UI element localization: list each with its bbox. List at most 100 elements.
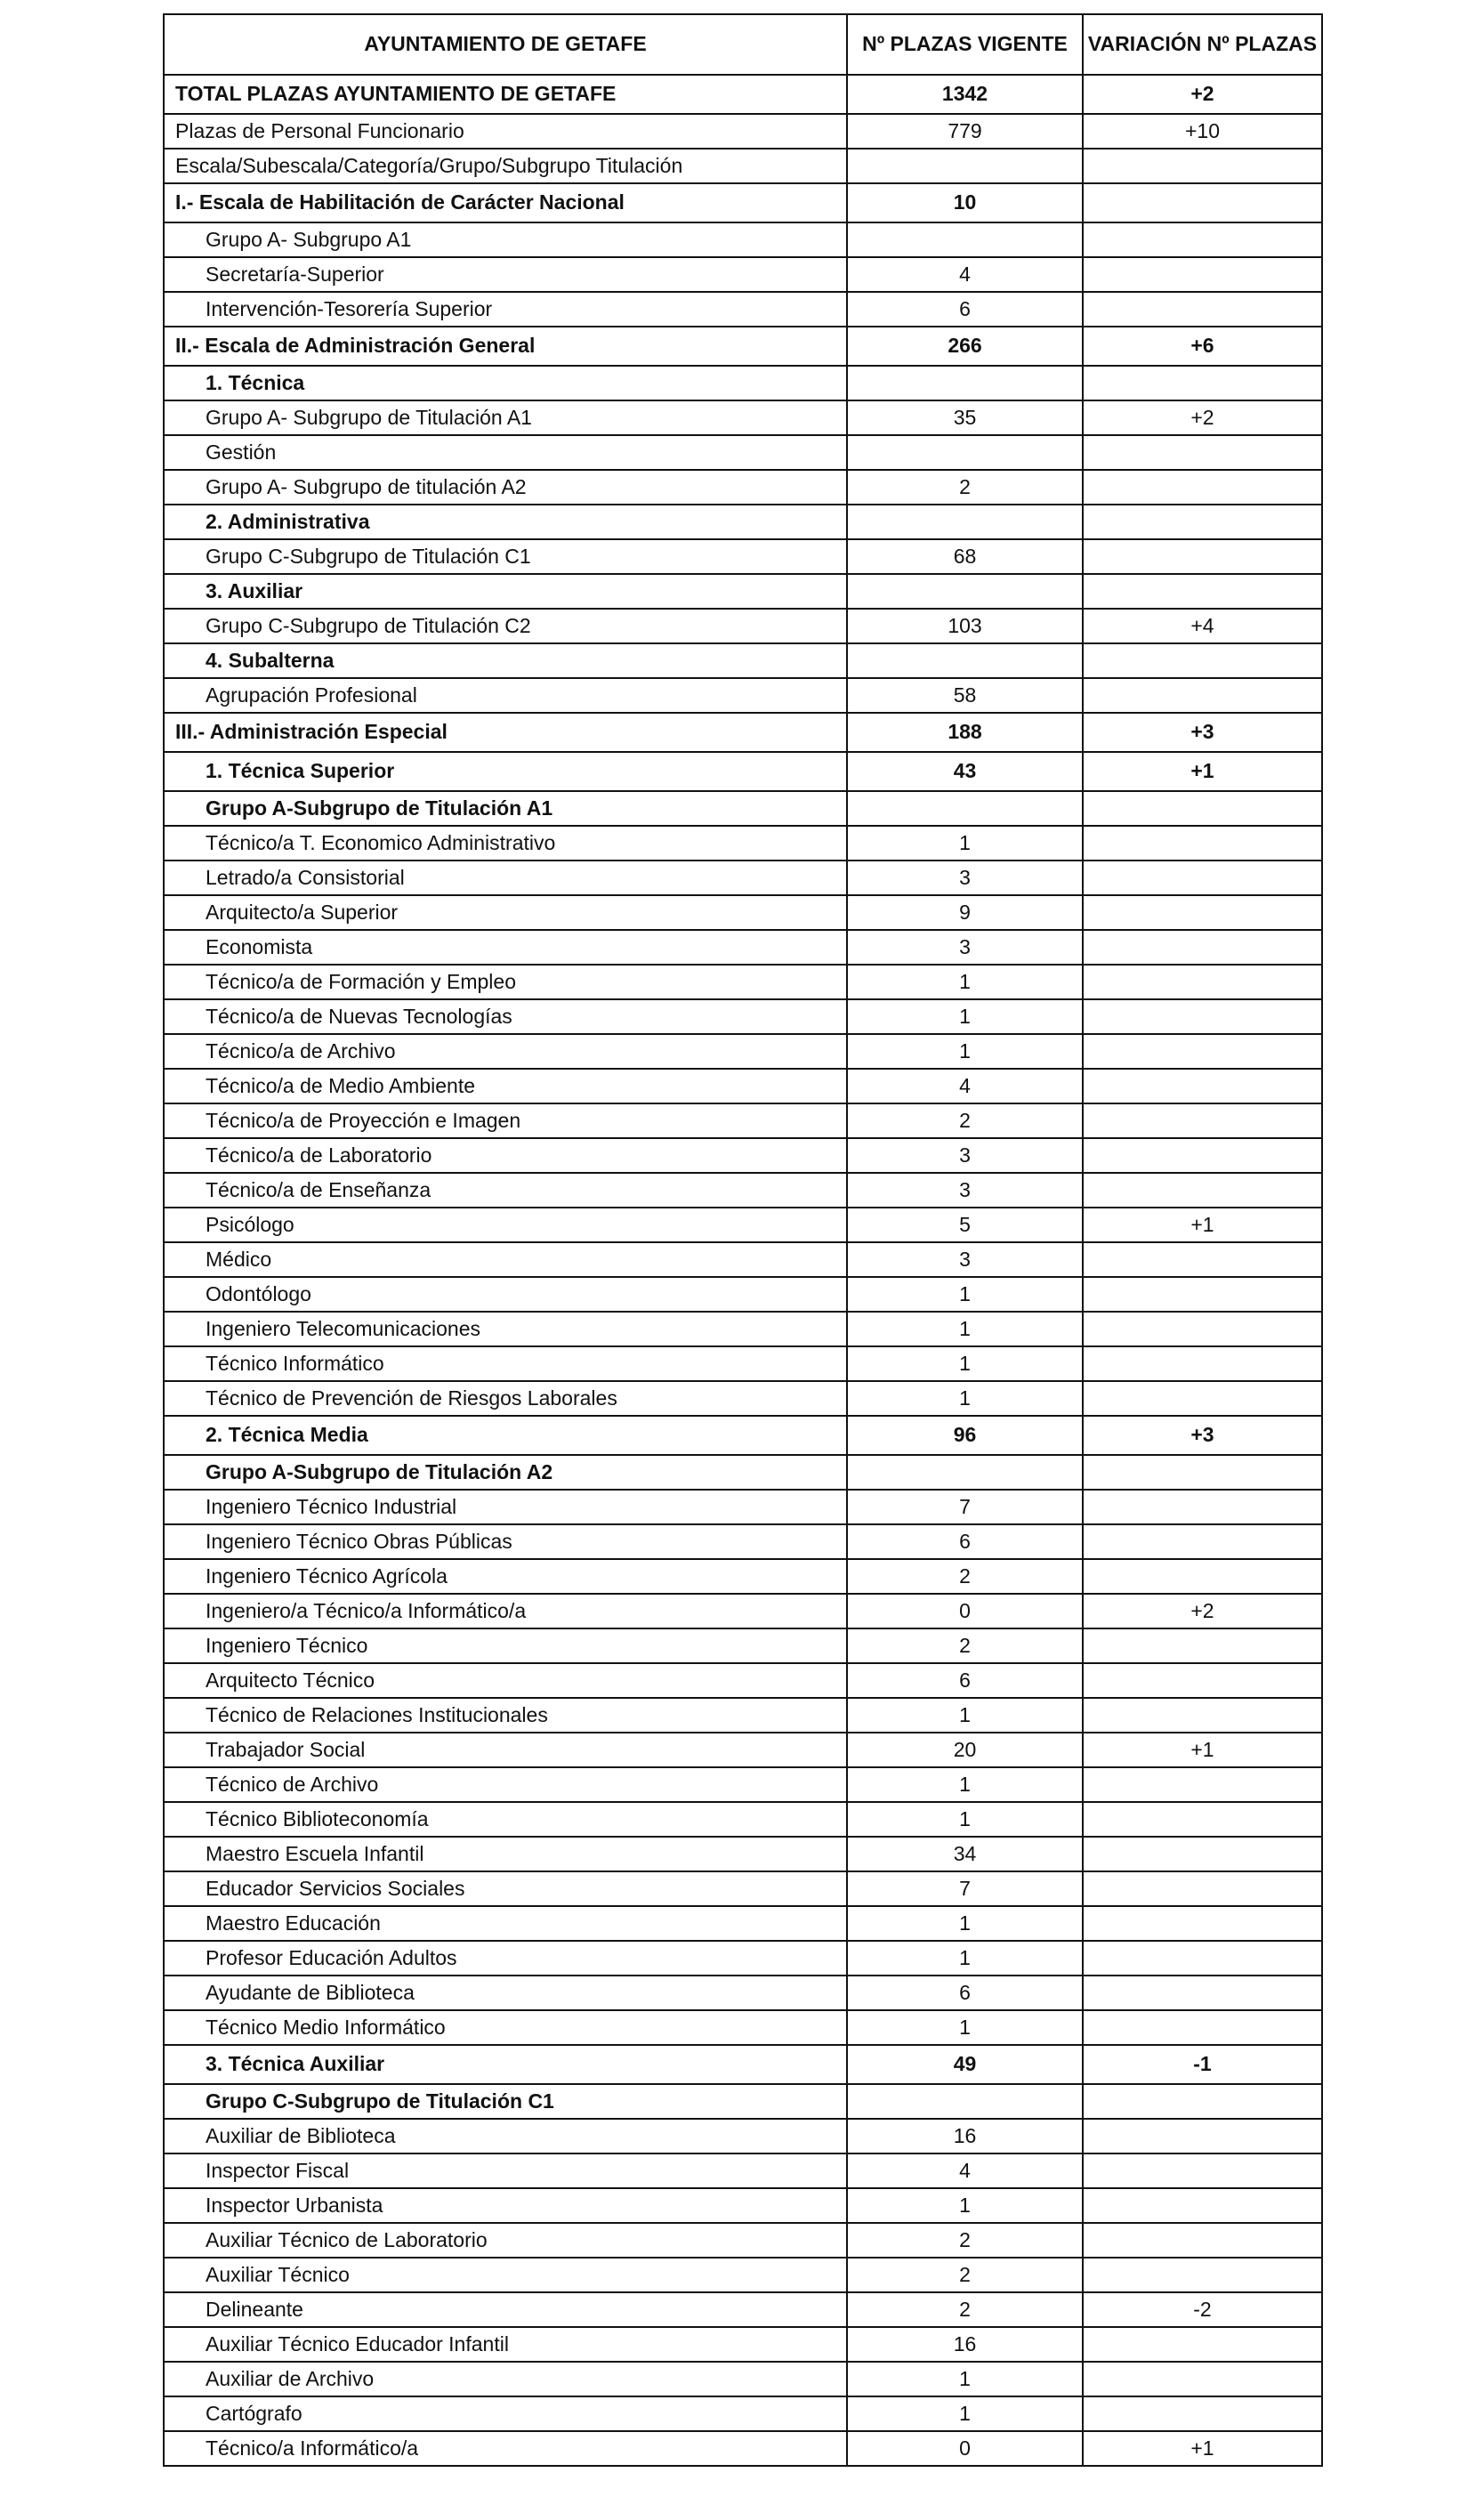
row-plazas: 1 <box>846 1380 1084 1417</box>
row-plazas <box>846 434 1084 471</box>
table-row: 2. Administrativa <box>163 504 1323 540</box>
row-plazas <box>846 365 1084 401</box>
row-variacion <box>1082 2153 1323 2189</box>
row-plazas: 10 <box>846 182 1084 223</box>
row-plazas <box>846 222 1084 258</box>
row-plazas: 49 <box>846 2044 1084 2085</box>
row-label: Ingeniero Técnico <box>163 1628 848 1664</box>
row-plazas: 9 <box>846 894 1084 931</box>
row-plazas: 4 <box>846 2153 1084 2189</box>
table-header-row: AYUNTAMIENTO DE GETAFE Nº PLAZAS VIGENTE… <box>163 13 1323 76</box>
table-row: Ingeniero Telecomunicaciones 1 <box>163 1311 1323 1347</box>
header-plazas-vigente: Nº PLAZAS VIGENTE <box>846 13 1084 76</box>
table-row: Ingeniero Técnico 2 <box>163 1628 1323 1664</box>
table-row: Escala/Subescala/Categoría/Grupo/Subgrup… <box>163 148 1323 184</box>
row-variacion <box>1082 1766 1323 1803</box>
row-label: Inspector Urbanista <box>163 2187 848 2224</box>
table-row: Técnico/a de Formación y Empleo 1 <box>163 964 1323 1000</box>
row-plazas <box>846 1454 1084 1491</box>
table-row: Secretaría-Superior 4 <box>163 256 1323 293</box>
row-plazas: 43 <box>846 751 1084 792</box>
row-label: Arquitecto Técnico <box>163 1662 848 1699</box>
row-variacion <box>1082 469 1323 505</box>
table-row: Trabajador Social 20 +1 <box>163 1732 1323 1768</box>
row-plazas: 4 <box>846 256 1084 293</box>
row-variacion <box>1082 2257 1323 2293</box>
table-row: Grupo C-Subgrupo de Titulación C1 <box>163 2083 1323 2120</box>
table-row: Auxiliar de Biblioteca 16 <box>163 2118 1323 2154</box>
row-variacion <box>1082 1345 1323 1382</box>
row-label: 2. Administrativa <box>163 504 848 540</box>
row-label: Técnico Informático <box>163 1345 848 1382</box>
row-variacion <box>1082 1311 1323 1347</box>
row-label: Secretaría-Superior <box>163 256 848 293</box>
row-plazas: 68 <box>846 538 1084 575</box>
table-row: Inspector Fiscal 4 <box>163 2153 1323 2189</box>
table-row: Técnico/a de Nuevas Tecnologías 1 <box>163 998 1323 1035</box>
row-variacion <box>1082 2187 1323 2224</box>
row-variacion: +1 <box>1082 1207 1323 1243</box>
row-plazas <box>846 573 1084 610</box>
row-label: Ingeniero/a Técnico/a Informático/a <box>163 1593 848 1629</box>
row-variacion <box>1082 1628 1323 1664</box>
row-variacion: +4 <box>1082 608 1323 644</box>
row-plazas: 2 <box>846 2257 1084 2293</box>
row-variacion <box>1082 1172 1323 1208</box>
row-label: Odontólogo <box>163 1276 848 1313</box>
row-label: Plazas de Personal Funcionario <box>163 113 848 149</box>
row-plazas: 2 <box>846 469 1084 505</box>
row-plazas: 6 <box>846 291 1084 327</box>
row-plazas: 2 <box>846 1558 1084 1595</box>
table-row: Arquitecto/a Superior 9 <box>163 894 1323 931</box>
row-variacion <box>1082 1905 1323 1942</box>
table-row: Grupo A- Subgrupo A1 <box>163 222 1323 258</box>
row-variacion <box>1082 1489 1323 1525</box>
row-plazas: 1 <box>846 1801 1084 1838</box>
row-plazas: 1342 <box>846 74 1084 115</box>
row-label: Ingeniero Técnico Agrícola <box>163 1558 848 1595</box>
row-variacion <box>1082 2083 1323 2120</box>
row-label: Agrupación Profesional <box>163 677 848 714</box>
row-label: 3. Auxiliar <box>163 573 848 610</box>
row-plazas: 1 <box>846 998 1084 1035</box>
row-plazas: 0 <box>846 2430 1084 2467</box>
table-row: Ingeniero Técnico Obras Públicas 6 <box>163 1523 1323 1560</box>
row-variacion: +2 <box>1082 1593 1323 1629</box>
row-variacion <box>1082 894 1323 931</box>
table-row: Maestro Escuela Infantil 34 <box>163 1836 1323 1872</box>
row-plazas <box>846 504 1084 540</box>
table-row: Grupo A- Subgrupo de titulación A2 2 <box>163 469 1323 505</box>
row-label: Técnico de Archivo <box>163 1766 848 1803</box>
row-plazas: 6 <box>846 1975 1084 2011</box>
row-plazas: 2 <box>846 1628 1084 1664</box>
table-row: Técnico Informático 1 <box>163 1345 1323 1382</box>
table-row: Letrado/a Consistorial 3 <box>163 860 1323 896</box>
row-label: Letrado/a Consistorial <box>163 860 848 896</box>
row-label: Técnico/a de Laboratorio <box>163 1137 848 1174</box>
table-body: TOTAL PLAZAS AYUNTAMIENTO DE GETAFE 1342 +… <box>163 74 1323 2467</box>
row-variacion <box>1082 504 1323 540</box>
row-variacion: -1 <box>1082 2044 1323 2085</box>
table-row: Grupo A- Subgrupo de Titulación A1 35 +2 <box>163 400 1323 436</box>
row-label: Educador Servicios Sociales <box>163 1871 848 1907</box>
row-variacion <box>1082 2222 1323 2258</box>
row-plazas: 34 <box>846 1836 1084 1872</box>
row-label: Maestro Educación <box>163 1905 848 1942</box>
row-plazas: 7 <box>846 1489 1084 1525</box>
row-variacion <box>1082 1380 1323 1417</box>
row-plazas: 1 <box>846 1033 1084 1070</box>
table-row: I.- Escala de Habilitación de Carácter N… <box>163 182 1323 223</box>
row-variacion: +3 <box>1082 1415 1323 1456</box>
row-label: Ingeniero Telecomunicaciones <box>163 1311 848 1347</box>
row-variacion <box>1082 2009 1323 2046</box>
row-variacion <box>1082 2118 1323 2154</box>
table-row: Delineante 2 -2 <box>163 2291 1323 2328</box>
table-row: II.- Escala de Administración General 266… <box>163 326 1323 367</box>
table-row: Ayudante de Biblioteca 6 <box>163 1975 1323 2011</box>
row-variacion <box>1082 1801 1323 1838</box>
row-label: Técnico/a de Proyección e Imagen <box>163 1103 848 1139</box>
row-label: Auxiliar Técnico de Laboratorio <box>163 2222 848 2258</box>
row-label: Auxiliar de Biblioteca <box>163 2118 848 2154</box>
row-label: Técnico/a de Medio Ambiente <box>163 1068 848 1104</box>
row-plazas: 20 <box>846 1732 1084 1768</box>
